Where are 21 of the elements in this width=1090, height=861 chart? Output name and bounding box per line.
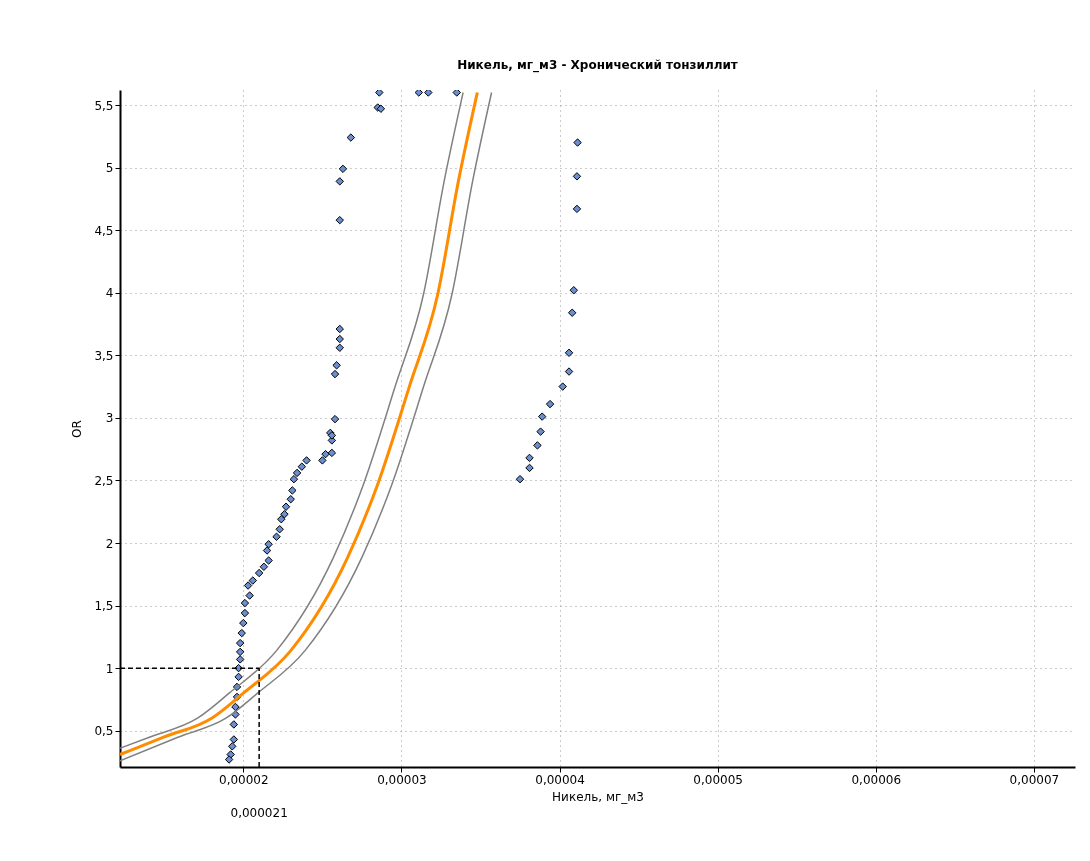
x-tick-label: 0,00002 <box>219 772 269 787</box>
y-axis-title: OR <box>70 420 85 438</box>
ref-line-label: 0,000021 <box>230 806 288 820</box>
y-tick-label: 5,5 <box>94 98 114 113</box>
y-tick-label: 2,5 <box>94 473 114 488</box>
y-tick-label: 1 <box>105 661 114 676</box>
chart-title: Никель, мг_м3 - Хронический тонзиллит <box>457 58 738 73</box>
y-tick-label: 5 <box>105 161 114 176</box>
y-tick-label: 3,5 <box>94 348 114 363</box>
y-tick-label: 3 <box>105 411 114 426</box>
y-tick-label: 4,5 <box>94 223 114 238</box>
y-tick-label: 2 <box>105 536 114 551</box>
x-tick-label: 0,00004 <box>535 772 585 787</box>
x-tick-label: 0,00003 <box>377 772 427 787</box>
y-tick-label: 4 <box>105 286 114 301</box>
y-tick-label: 1,5 <box>94 599 114 614</box>
x-axis-title: Никель, мг_м3 <box>552 789 644 804</box>
x-tick-label: 0,00007 <box>1009 772 1060 787</box>
x-tick-label: 0,00005 <box>693 772 743 787</box>
y-tick-label: 0,5 <box>94 724 114 739</box>
x-tick-label: 0,00006 <box>851 772 902 787</box>
